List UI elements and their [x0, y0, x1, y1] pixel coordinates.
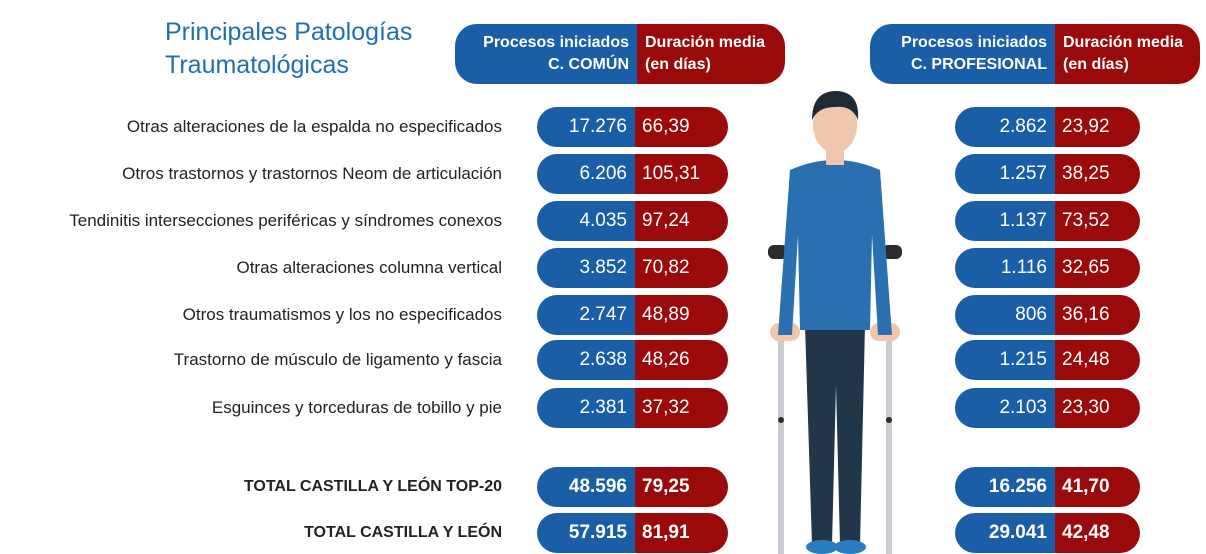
procesos-profesional: 2.862 [955, 107, 1055, 147]
duracion-profesional: 23,92 [1055, 107, 1140, 147]
header-duracion-profesional: Duración media (en días) [1055, 24, 1200, 84]
title-line: Principales Patologías [165, 18, 413, 46]
duracion-comun: 79,25 [635, 467, 728, 507]
duracion-comun: 70,82 [635, 248, 728, 288]
row-label: Otras alteraciones de la espalda no espe… [126, 117, 502, 136]
procesos-profesional: 29.041 [955, 513, 1055, 553]
duracion-profesional: 73,52 [1055, 201, 1140, 241]
procesos-profesional: 1.116 [955, 248, 1055, 288]
procesos-profesional: 1.137 [955, 201, 1055, 241]
header-line: (en días) [645, 56, 711, 73]
procesos-comun: 2.638 [537, 340, 635, 380]
header-procesos-comun: Procesos iniciados C. COMÚN [455, 24, 637, 84]
title: Principales Patologías Traumatológicas [165, 16, 412, 82]
procesos-profesional: 1.257 [955, 154, 1055, 194]
duracion-profesional: 42,48 [1055, 513, 1140, 553]
procesos-comun: 4.035 [537, 201, 635, 241]
duracion-comun: 66,39 [635, 107, 728, 147]
duracion-profesional: 23,30 [1055, 388, 1140, 428]
header-line: C. COMÚN [548, 56, 629, 73]
duracion-profesional: 38,25 [1055, 154, 1140, 194]
duracion-profesional: 41,70 [1055, 467, 1140, 507]
duracion-comun: 48,26 [635, 340, 728, 380]
procesos-profesional: 16.256 [955, 467, 1055, 507]
procesos-comun: 6.206 [537, 154, 635, 194]
duracion-comun: 37,32 [635, 388, 728, 428]
header-line: (en días) [1063, 56, 1129, 73]
header-procesos-profesional: Procesos iniciados C. PROFESIONAL [870, 24, 1055, 84]
row-label: TOTAL CASTILLA Y LEÓN [304, 524, 502, 541]
duracion-profesional: 36,16 [1055, 295, 1140, 335]
row-label: Esguinces y torceduras de tobillo y pie [211, 398, 502, 417]
header-line: Duración media [645, 34, 766, 51]
procesos-comun: 2.381 [537, 388, 635, 428]
header-line: Duración media [1063, 34, 1184, 51]
header-line: Procesos iniciados [901, 34, 1047, 51]
header-line: C. PROFESIONAL [910, 56, 1047, 73]
row-label: Otros trastornos y trastornos Neom de ar… [122, 164, 502, 183]
row-label: Otras alteraciones columna vertical [236, 258, 502, 277]
duracion-profesional: 24,48 [1055, 340, 1140, 380]
procesos-comun: 2.747 [537, 295, 635, 335]
header-line: Procesos iniciados [483, 34, 629, 51]
title-line: Traumatológicas [165, 51, 349, 79]
row-label: Otros traumatismos y los no especificado… [182, 305, 502, 324]
row-label: Tendinitis intersecciones periféricas y … [69, 211, 502, 230]
procesos-profesional: 2.103 [955, 388, 1055, 428]
duracion-comun: 81,91 [635, 513, 728, 553]
duracion-comun: 97,24 [635, 201, 728, 241]
procesos-comun: 48.596 [537, 467, 635, 507]
procesos-profesional: 806 [955, 295, 1055, 335]
person-illustration [768, 90, 902, 554]
procesos-comun: 3.852 [537, 248, 635, 288]
duracion-comun: 48,89 [635, 295, 728, 335]
row-label: TOTAL CASTILLA Y LEÓN TOP-20 [243, 478, 502, 495]
header-duracion-comun: Duración media (en días) [637, 24, 785, 84]
procesos-profesional: 1.215 [955, 340, 1055, 380]
duracion-comun: 105,31 [635, 154, 728, 194]
procesos-comun: 57.915 [537, 513, 635, 553]
procesos-comun: 17.276 [537, 107, 635, 147]
row-label: Trastorno de músculo de ligamento y fasc… [173, 350, 502, 369]
duracion-profesional: 32,65 [1055, 248, 1140, 288]
